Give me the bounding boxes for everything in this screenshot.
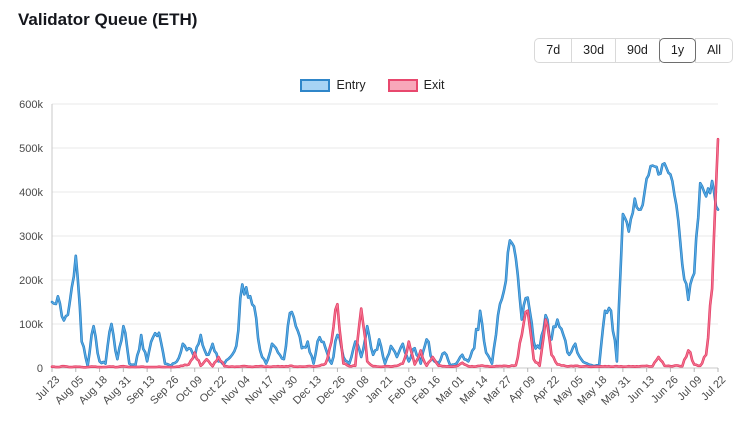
legend-label-exit: Exit xyxy=(423,78,445,92)
page-title: Validator Queue (ETH) xyxy=(18,10,198,29)
y-tick-label: 500k xyxy=(19,143,43,155)
range-button-1y[interactable]: 1y xyxy=(658,38,697,63)
legend-item-exit[interactable]: Exit xyxy=(387,78,445,92)
y-tick-label: 400k xyxy=(19,187,43,199)
gridlines xyxy=(51,103,718,369)
legend-item-entry[interactable]: Entry xyxy=(300,78,366,92)
y-tick-label: 200k xyxy=(19,275,43,287)
y-tick-label: 100k xyxy=(19,319,43,331)
range-button-30d[interactable]: 30d xyxy=(571,38,617,63)
exit-series-line xyxy=(50,137,720,369)
chart-legend: Entry Exit xyxy=(0,78,745,92)
y-tick-label: 600k xyxy=(19,99,43,111)
legend-label-entry: Entry xyxy=(336,78,366,92)
time-range-selector: 7d 30d 90d 1y All xyxy=(534,38,733,63)
y-tick-label: 0 xyxy=(37,363,43,375)
x-tick-label: Jun 26 xyxy=(649,374,681,406)
y-tick-label: 300k xyxy=(19,231,43,243)
range-button-7d[interactable]: 7d xyxy=(534,38,573,63)
x-tick-label: Jul 09 xyxy=(675,374,704,403)
entry-series-line xyxy=(50,162,720,368)
range-button-all[interactable]: All xyxy=(695,38,733,63)
x-tick-label: Jul 22 xyxy=(699,374,728,403)
range-button-90d[interactable]: 90d xyxy=(615,38,660,63)
y-axis-labels: 0 100k 200k 300k 400k 500k 600k xyxy=(19,99,43,375)
legend-swatch-entry xyxy=(300,78,331,92)
legend-swatch-exit xyxy=(387,78,418,92)
